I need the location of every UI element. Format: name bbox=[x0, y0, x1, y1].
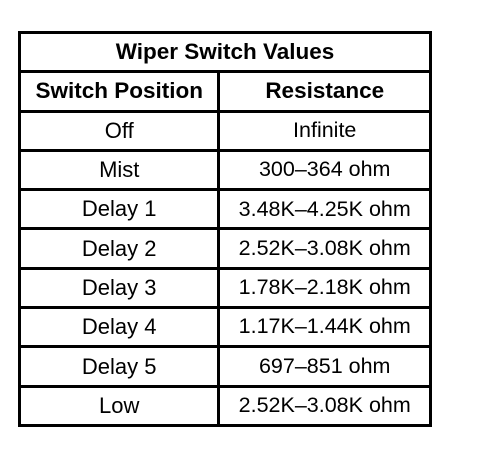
resistance-cell: Infinite bbox=[217, 109, 432, 152]
wiper-switch-values-table: Wiper Switch Values Switch Position Resi… bbox=[17, 30, 432, 427]
resistance-cell: 1.17K–1.44K ohm bbox=[217, 306, 432, 349]
table-title-row: Wiper Switch Values bbox=[18, 30, 432, 74]
table-row: Delay 5 697–851 ohm bbox=[17, 345, 432, 388]
resistance-cell: 300–364 ohm bbox=[217, 148, 432, 192]
table-row: Mist 300–364 ohm bbox=[17, 148, 432, 192]
switch-position-cell: Low bbox=[17, 384, 221, 427]
resistance-cell: 3.48K–4.25K ohm bbox=[217, 188, 432, 231]
table-row: Delay 3 1.78K–2.18K ohm bbox=[17, 266, 432, 310]
switch-position-cell: Delay 4 bbox=[17, 306, 221, 349]
resistance-cell: 2.52K–3.08K ohm bbox=[217, 384, 432, 427]
switch-position-cell: Delay 2 bbox=[17, 227, 221, 270]
resistance-cell: 1.78K–2.18K ohm bbox=[217, 266, 432, 310]
switch-position-cell: Delay 1 bbox=[17, 188, 221, 231]
switch-position-cell: Delay 5 bbox=[17, 345, 221, 388]
table-row: Delay 4 1.17K–1.44K ohm bbox=[17, 306, 432, 349]
resistance-cell: 697–851 ohm bbox=[217, 345, 432, 388]
switch-position-cell: Mist bbox=[17, 148, 221, 192]
header-switch-position: Switch Position bbox=[17, 70, 221, 113]
resistance-cell: 2.52K–3.08K ohm bbox=[217, 227, 432, 270]
table-row: Off Infinite bbox=[17, 109, 432, 152]
header-resistance: Resistance bbox=[217, 70, 432, 113]
table-row: Low 2.52K–3.08K ohm bbox=[17, 384, 432, 427]
table-row: Delay 2 2.52K–3.08K ohm bbox=[17, 227, 432, 270]
switch-position-cell: Delay 3 bbox=[17, 266, 221, 310]
switch-position-cell: Off bbox=[17, 109, 221, 152]
table-title: Wiper Switch Values bbox=[18, 30, 432, 74]
table-row: Delay 1 3.48K–4.25K ohm bbox=[17, 188, 432, 231]
table-header-row: Switch Position Resistance bbox=[17, 70, 432, 113]
